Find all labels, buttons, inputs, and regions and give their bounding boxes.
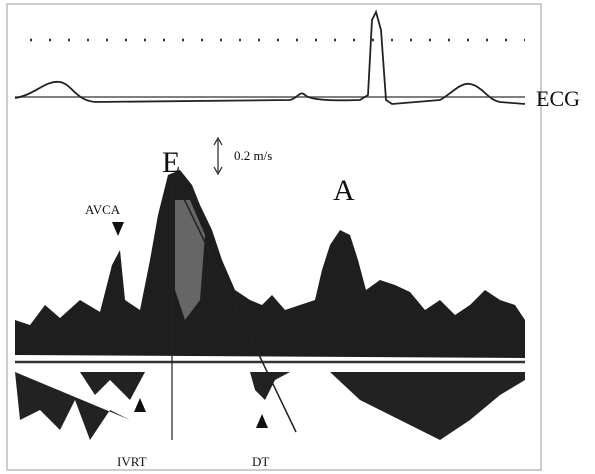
doppler-figure: ECG E 0.2 m/s A AVCA IVRT DT: [0, 0, 595, 474]
background: [0, 0, 595, 474]
scale-label: 0.2 m/s: [234, 148, 272, 163]
a-wave-label: A: [333, 174, 355, 207]
e-wave-label: E: [162, 146, 180, 179]
ivrt-label: IVRT: [117, 454, 147, 469]
avca-label: AVCA: [85, 202, 121, 217]
ecg-label: ECG: [536, 86, 580, 111]
dt-label: DT: [252, 454, 269, 469]
